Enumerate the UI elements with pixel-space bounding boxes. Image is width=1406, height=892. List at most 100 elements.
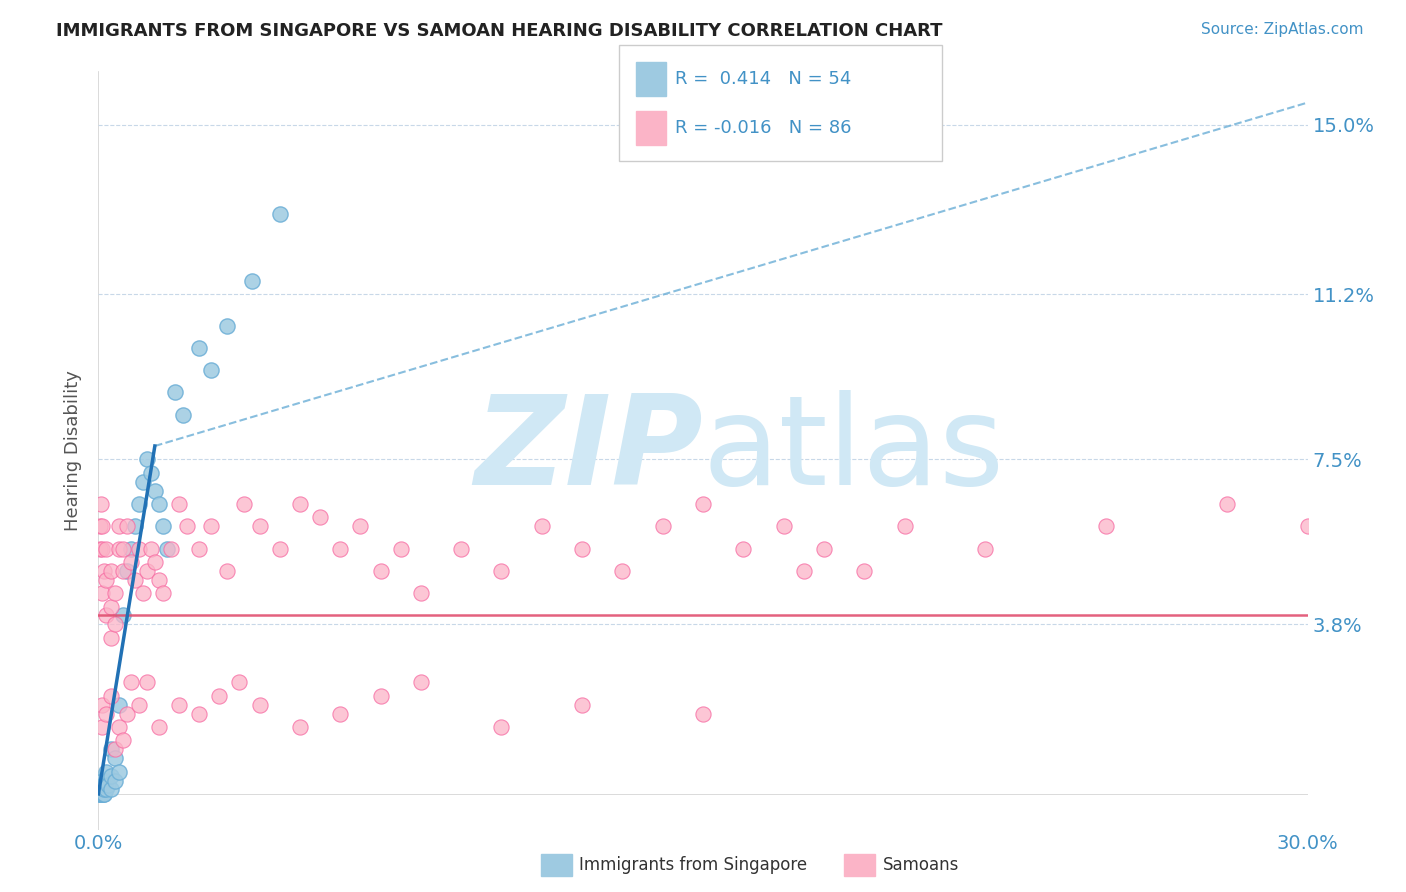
Point (132, 586, 155, 600)
Point (89, 782, 111, 797)
Point (148, 497, 170, 511)
Point (200, 363, 222, 377)
Point (120, 675, 142, 690)
Point (135, 452, 157, 467)
Text: R =  0.414   N = 54: R = 0.414 N = 54 (675, 70, 851, 88)
Text: Samoans: Samoans (883, 856, 959, 874)
Point (228, 675, 250, 690)
Point (269, 541, 291, 556)
Point (152, 586, 174, 600)
Point (111, 608, 134, 623)
Point (90, 782, 112, 797)
Point (91, 698, 114, 712)
Point (651, 519, 673, 533)
Point (772, 519, 794, 533)
Point (370, 564, 392, 578)
Point (91, 787, 114, 801)
Text: IMMIGRANTS FROM SINGAPORE VS SAMOAN HEARING DISABILITY CORRELATION CHART: IMMIGRANTS FROM SINGAPORE VS SAMOAN HEAR… (56, 22, 943, 40)
Point (111, 733, 134, 747)
Point (188, 541, 211, 556)
Text: R = -0.016   N = 86: R = -0.016 N = 86 (675, 119, 852, 136)
Point (93, 778, 115, 792)
Point (692, 497, 714, 511)
Point (96, 764, 118, 779)
Point (167, 698, 190, 712)
Point (853, 564, 876, 578)
Point (91, 787, 114, 801)
Point (89, 778, 111, 792)
Text: atlas: atlas (703, 390, 1005, 511)
Point (100, 564, 122, 578)
Point (409, 586, 432, 600)
Point (188, 341, 211, 355)
Point (97, 778, 120, 792)
Point (893, 519, 915, 533)
Point (240, 274, 263, 288)
Point (530, 519, 553, 533)
Point (128, 698, 150, 712)
Point (103, 617, 125, 632)
Point (1216, 497, 1239, 511)
Point (143, 555, 166, 569)
Point (115, 706, 138, 721)
Point (91, 778, 114, 792)
Point (90, 778, 112, 792)
Point (103, 773, 125, 788)
Point (148, 573, 170, 587)
Point (288, 720, 311, 734)
Point (90, 782, 112, 797)
Point (91, 773, 114, 788)
Point (89, 787, 111, 801)
Point (124, 573, 146, 587)
Point (93, 782, 115, 797)
Text: ZIP: ZIP (474, 390, 703, 511)
Point (107, 519, 129, 533)
Point (217, 318, 239, 333)
Point (100, 599, 122, 614)
Point (93, 564, 115, 578)
Point (90, 787, 112, 801)
Point (96, 782, 118, 797)
Point (107, 541, 129, 556)
Point (128, 541, 150, 556)
Point (329, 541, 352, 556)
Point (91, 782, 114, 797)
Point (692, 706, 714, 721)
Point (176, 519, 198, 533)
Text: Immigrants from Singapore: Immigrants from Singapore (579, 856, 807, 874)
Y-axis label: Hearing Disability: Hearing Disability (65, 370, 83, 531)
Point (90, 497, 112, 511)
Point (409, 675, 432, 690)
Point (733, 541, 755, 556)
Point (1296, 519, 1319, 533)
Point (309, 510, 332, 524)
Point (217, 564, 239, 578)
Point (249, 698, 271, 712)
Point (91, 782, 114, 797)
Point (96, 608, 118, 623)
Point (91, 586, 114, 600)
Point (135, 564, 157, 578)
Point (89, 782, 111, 797)
Point (288, 497, 311, 511)
Point (349, 519, 371, 533)
Point (813, 541, 835, 556)
Point (90, 787, 112, 801)
Point (107, 764, 129, 779)
Point (135, 675, 157, 690)
Point (491, 720, 513, 734)
Point (91, 782, 114, 797)
Point (450, 541, 472, 556)
Point (89, 787, 111, 801)
Point (115, 564, 138, 578)
Point (90, 787, 112, 801)
Point (148, 720, 170, 734)
Point (107, 720, 129, 734)
Point (91, 541, 114, 556)
Point (96, 706, 118, 721)
Point (139, 541, 162, 556)
Point (111, 564, 134, 578)
Point (571, 541, 593, 556)
Point (91, 778, 114, 792)
Point (200, 519, 222, 533)
